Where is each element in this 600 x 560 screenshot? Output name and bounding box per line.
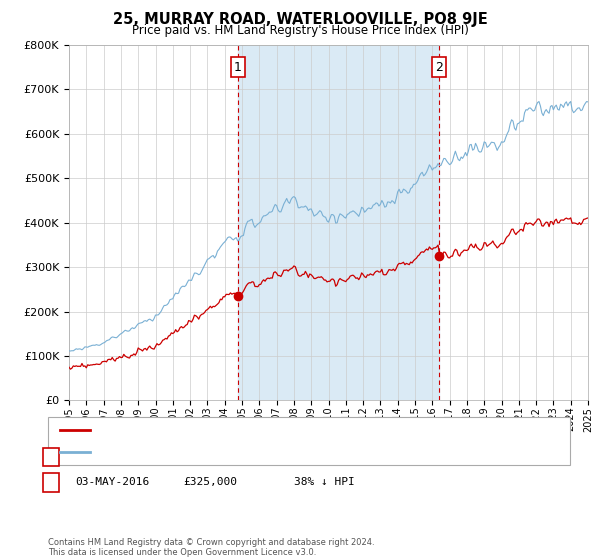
Text: 03-MAY-2016: 03-MAY-2016 xyxy=(75,477,149,487)
Text: 25, MURRAY ROAD, WATERLOOVILLE, PO8 9JE (detached house): 25, MURRAY ROAD, WATERLOOVILLE, PO8 9JE … xyxy=(96,424,427,435)
Text: HPI: Average price, detached house, East Hampshire: HPI: Average price, detached house, East… xyxy=(96,447,371,457)
Text: 2: 2 xyxy=(47,477,55,487)
Text: £235,000: £235,000 xyxy=(183,452,237,462)
Text: 1: 1 xyxy=(47,452,55,462)
Text: Contains HM Land Registry data © Crown copyright and database right 2024.
This d: Contains HM Land Registry data © Crown c… xyxy=(48,538,374,557)
Text: 2: 2 xyxy=(435,60,443,73)
Text: £325,000: £325,000 xyxy=(183,477,237,487)
Bar xyxy=(238,45,439,400)
Text: 38% ↓ HPI: 38% ↓ HPI xyxy=(294,477,355,487)
Text: 27-SEP-2004: 27-SEP-2004 xyxy=(75,452,149,462)
Text: 25, MURRAY ROAD, WATERLOOVILLE, PO8 9JE: 25, MURRAY ROAD, WATERLOOVILLE, PO8 9JE xyxy=(113,12,487,27)
Text: 1: 1 xyxy=(234,60,242,73)
Text: 30% ↓ HPI: 30% ↓ HPI xyxy=(294,452,355,462)
Text: Price paid vs. HM Land Registry's House Price Index (HPI): Price paid vs. HM Land Registry's House … xyxy=(131,24,469,36)
